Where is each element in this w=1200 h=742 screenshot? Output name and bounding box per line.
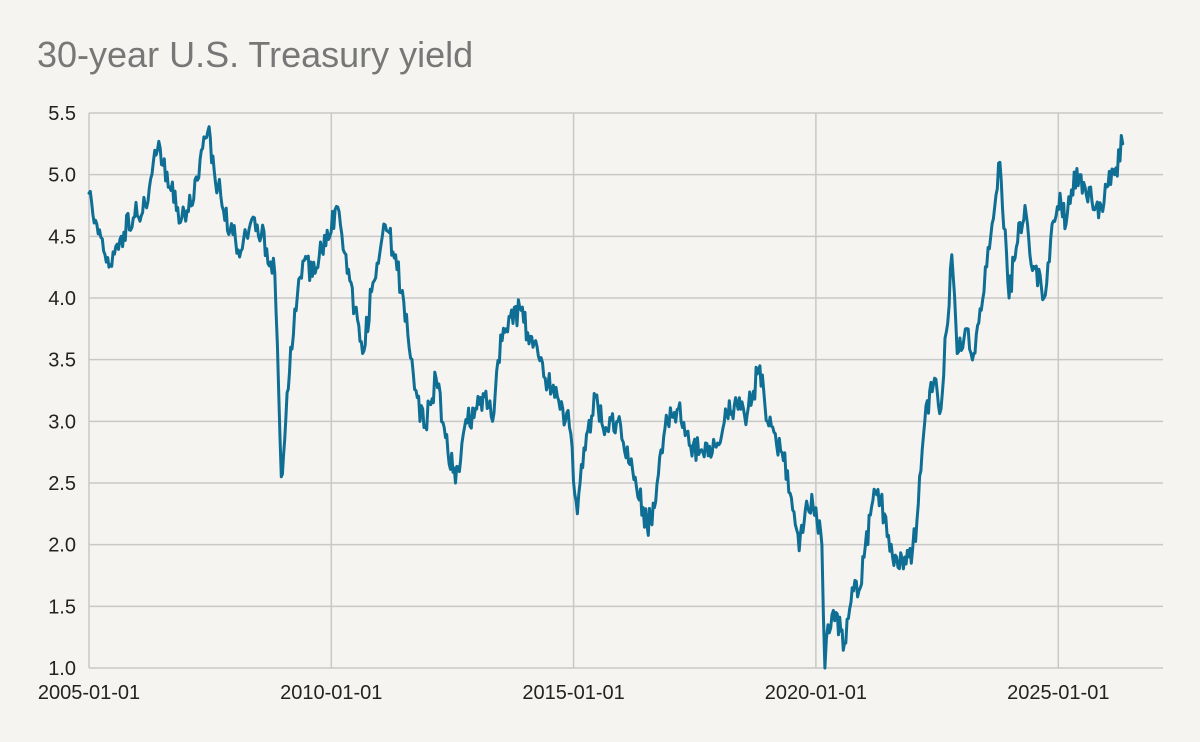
y-tick-label: 2.5 bbox=[48, 473, 76, 495]
y-tick-label: 1.0 bbox=[48, 658, 76, 680]
x-tick-label: 2010-01-01 bbox=[280, 682, 382, 704]
x-tick-label: 2015-01-01 bbox=[522, 682, 624, 704]
y-tick-label: 5.0 bbox=[48, 165, 76, 187]
y-tick-label: 1.5 bbox=[48, 596, 76, 618]
y-tick-label: 5.5 bbox=[48, 103, 76, 125]
x-axis: 2005-01-01 2010-01-01 2015-01-01 2020-01-01… bbox=[38, 682, 1110, 704]
y-tick-label: 4.0 bbox=[48, 288, 76, 310]
x-tick-label: 2025-01-01 bbox=[1007, 682, 1109, 704]
y-tick-label: 4.5 bbox=[48, 226, 76, 248]
yield-series-line bbox=[87, 125, 1125, 670]
series-group bbox=[87, 125, 1125, 670]
grid-lines bbox=[88, 112, 1163, 669]
y-axis: 1.0 1.5 2.0 2.5 3.0 3.5 4.0 4.5 5.0 5.5 bbox=[48, 103, 76, 680]
y-tick-label: 2.0 bbox=[48, 535, 76, 557]
y-tick-label: 3.5 bbox=[48, 350, 76, 372]
x-tick-label: 2005-01-01 bbox=[38, 682, 140, 704]
x-tick-label: 2020-01-01 bbox=[765, 682, 867, 704]
y-tick-label: 3.0 bbox=[48, 411, 76, 433]
chart-title: 30-year U.S. Treasury yield bbox=[37, 34, 474, 75]
